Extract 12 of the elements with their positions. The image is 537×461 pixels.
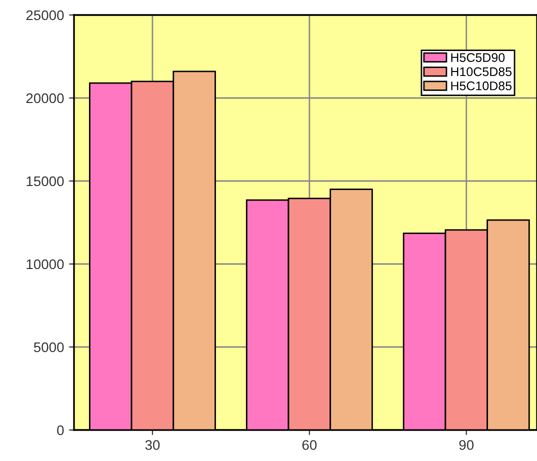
legend-label: H5C10D85 — [451, 81, 512, 90]
y-tick-label: 15000 — [26, 176, 64, 186]
y-tick-label: 25000 — [26, 10, 64, 20]
x-tick-label: 90 — [459, 440, 474, 450]
y-tick-label: 20000 — [26, 93, 64, 104]
legend-label: H10C5D85 — [451, 67, 512, 76]
x-tick-label: 60 — [302, 440, 317, 450]
y-tick-label: 5000 — [34, 342, 64, 352]
y-tick-label: 0 — [57, 425, 64, 436]
x-tick-label: 30 — [145, 440, 160, 450]
legend-label: H5C5D90 — [451, 53, 505, 62]
y-tick-label: 10000 — [26, 259, 64, 270]
